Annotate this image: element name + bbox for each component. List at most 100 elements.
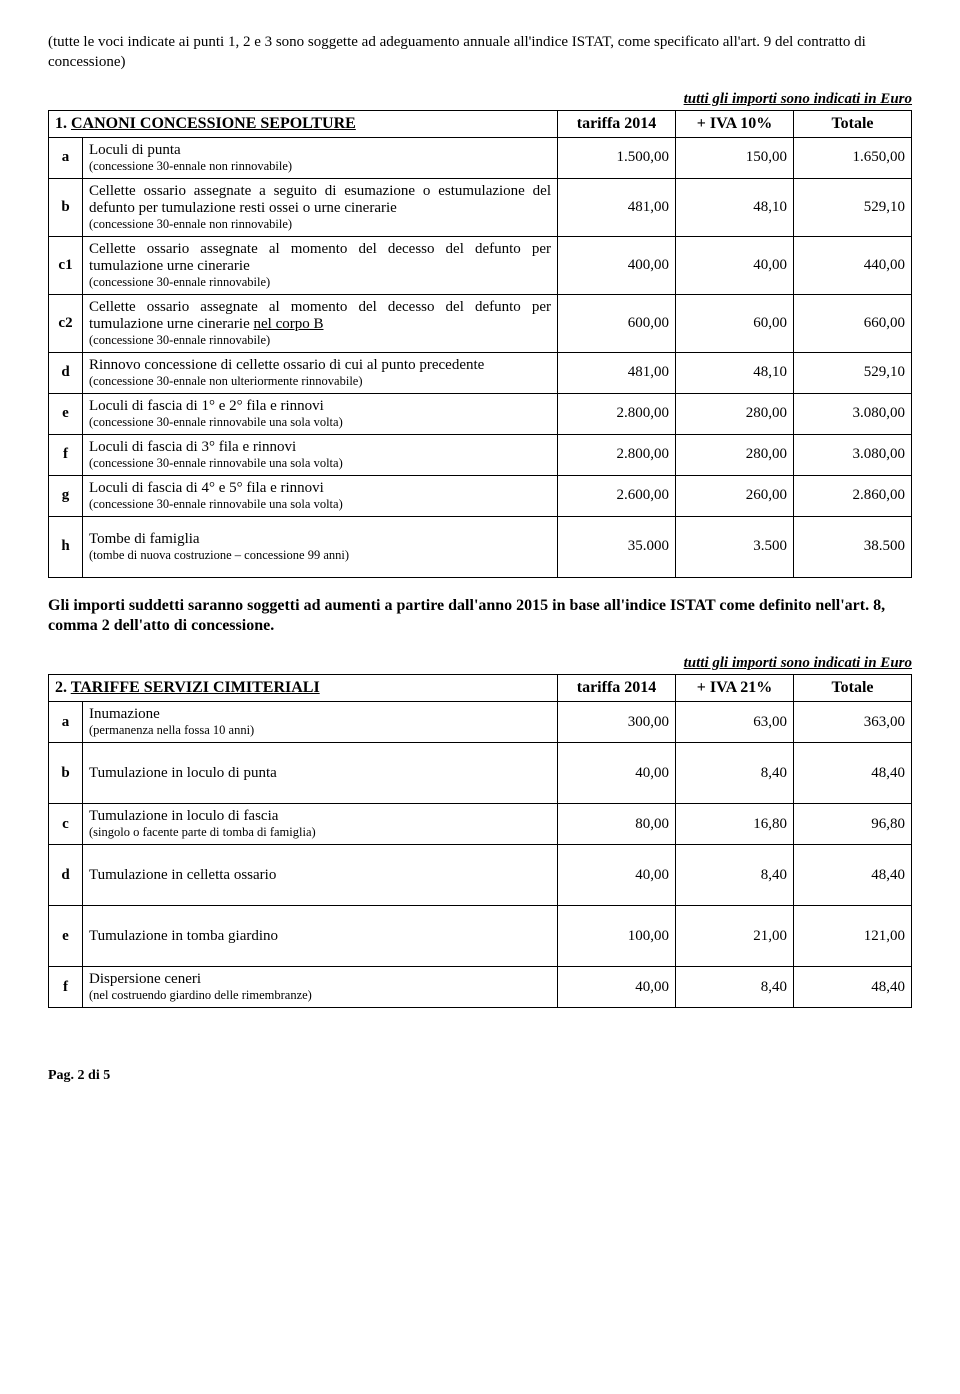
cell-value: 260,00 <box>676 475 794 516</box>
cell-value: 150,00 <box>676 137 794 178</box>
row-description: Cellette ossario assegnate al momento de… <box>83 236 558 294</box>
table-row: bCellette ossario assegnate a seguito di… <box>49 178 912 236</box>
cell-value: 481,00 <box>558 178 676 236</box>
table-row: fDispersione ceneri(nel costruendo giard… <box>49 967 912 1008</box>
row-letter: g <box>49 475 83 516</box>
table-row: eTumulazione in tomba giardino100,0021,0… <box>49 906 912 967</box>
row-description: Rinnovo concessione di cellette ossario … <box>83 352 558 393</box>
col-header: Totale <box>794 110 912 137</box>
col-header: tariffa 2014 <box>558 675 676 702</box>
row-letter: a <box>49 137 83 178</box>
row-description: Tombe di famiglia(tombe di nuova costruz… <box>83 516 558 577</box>
cell-value: 63,00 <box>676 702 794 743</box>
cell-value: 100,00 <box>558 906 676 967</box>
table-row: aLoculi di punta(concessione 30-ennale n… <box>49 137 912 178</box>
row-description: Cellette ossario assegnate al momento de… <box>83 294 558 352</box>
table-row: bTumulazione in loculo di punta40,008,40… <box>49 743 912 804</box>
col-header: Totale <box>794 675 912 702</box>
euro-note-2: tutti gli importi sono indicati in Euro <box>48 655 912 672</box>
table-row: c2Cellette ossario assegnate al momento … <box>49 294 912 352</box>
cell-value: 40,00 <box>558 967 676 1008</box>
table-row: hTombe di famiglia(tombe di nuova costru… <box>49 516 912 577</box>
row-description: Inumazione(permanenza nella fossa 10 ann… <box>83 702 558 743</box>
cell-value: 8,40 <box>676 967 794 1008</box>
cell-value: 40,00 <box>558 743 676 804</box>
table-tariffe: 2. TARIFFE SERVIZI CIMITERIALItariffa 20… <box>48 674 912 1008</box>
row-description: Tumulazione in celletta ossario <box>83 845 558 906</box>
table-header-row: 1. CANONI CONCESSIONE SEPOLTUREtariffa 2… <box>49 110 912 137</box>
cell-value: 660,00 <box>794 294 912 352</box>
cell-value: 2.600,00 <box>558 475 676 516</box>
table-row: aInumazione(permanenza nella fossa 10 an… <box>49 702 912 743</box>
cell-value: 8,40 <box>676 845 794 906</box>
row-description: Loculi di fascia di 4° e 5° fila e rinno… <box>83 475 558 516</box>
row-description: Tumulazione in loculo di punta <box>83 743 558 804</box>
table-row: dRinnovo concessione di cellette ossario… <box>49 352 912 393</box>
cell-value: 1.500,00 <box>558 137 676 178</box>
cell-value: 35.000 <box>558 516 676 577</box>
cell-value: 121,00 <box>794 906 912 967</box>
cell-value: 1.650,00 <box>794 137 912 178</box>
cell-value: 40,00 <box>676 236 794 294</box>
cell-value: 2.800,00 <box>558 434 676 475</box>
table-canoni: 1. CANONI CONCESSIONE SEPOLTUREtariffa 2… <box>48 110 912 578</box>
cell-value: 21,00 <box>676 906 794 967</box>
cell-value: 280,00 <box>676 434 794 475</box>
cell-value: 48,40 <box>794 967 912 1008</box>
row-description: Loculi di punta(concessione 30-ennale no… <box>83 137 558 178</box>
cell-value: 3.080,00 <box>794 393 912 434</box>
table-row: cTumulazione in loculo di fascia(singolo… <box>49 804 912 845</box>
cell-value: 38.500 <box>794 516 912 577</box>
row-description: Loculi di fascia di 3° fila e rinnovi(co… <box>83 434 558 475</box>
footnote-1: Gli importi suddetti saranno soggetti ad… <box>48 596 912 638</box>
cell-value: 2.800,00 <box>558 393 676 434</box>
row-letter: d <box>49 845 83 906</box>
row-description: Loculi di fascia di 1° e 2° fila e rinno… <box>83 393 558 434</box>
table-row: fLoculi di fascia di 3° fila e rinnovi(c… <box>49 434 912 475</box>
table-row: gLoculi di fascia di 4° e 5° fila e rinn… <box>49 475 912 516</box>
cell-value: 3.500 <box>676 516 794 577</box>
cell-value: 400,00 <box>558 236 676 294</box>
row-description: Tumulazione in loculo di fascia(singolo … <box>83 804 558 845</box>
row-letter: f <box>49 967 83 1008</box>
cell-value: 529,10 <box>794 352 912 393</box>
row-letter: a <box>49 702 83 743</box>
row-letter: c <box>49 804 83 845</box>
row-letter: b <box>49 178 83 236</box>
cell-value: 48,10 <box>676 352 794 393</box>
row-letter: b <box>49 743 83 804</box>
page-number: Pag. 2 di 5 <box>48 1068 912 1084</box>
row-letter: f <box>49 434 83 475</box>
cell-value: 440,00 <box>794 236 912 294</box>
cell-value: 96,80 <box>794 804 912 845</box>
cell-value: 80,00 <box>558 804 676 845</box>
table-row: eLoculi di fascia di 1° e 2° fila e rinn… <box>49 393 912 434</box>
row-letter: h <box>49 516 83 577</box>
cell-value: 48,10 <box>676 178 794 236</box>
cell-value: 48,40 <box>794 743 912 804</box>
row-description: Cellette ossario assegnate a seguito di … <box>83 178 558 236</box>
section-title: 1. CANONI CONCESSIONE SEPOLTURE <box>49 110 558 137</box>
table-row: c1Cellette ossario assegnate al momento … <box>49 236 912 294</box>
row-letter: e <box>49 906 83 967</box>
table-row: dTumulazione in celletta ossario40,008,4… <box>49 845 912 906</box>
cell-value: 600,00 <box>558 294 676 352</box>
row-letter: d <box>49 352 83 393</box>
col-header: tariffa 2014 <box>558 110 676 137</box>
table-header-row: 2. TARIFFE SERVIZI CIMITERIALItariffa 20… <box>49 675 912 702</box>
section-title: 2. TARIFFE SERVIZI CIMITERIALI <box>49 675 558 702</box>
cell-value: 280,00 <box>676 393 794 434</box>
intro-text: (tutte le voci indicate ai punti 1, 2 e … <box>48 32 912 73</box>
row-letter: c2 <box>49 294 83 352</box>
row-letter: c1 <box>49 236 83 294</box>
cell-value: 40,00 <box>558 845 676 906</box>
cell-value: 8,40 <box>676 743 794 804</box>
col-header: + IVA 21% <box>676 675 794 702</box>
euro-note-1: tutti gli importi sono indicati in Euro <box>48 91 912 108</box>
row-description: Tumulazione in tomba giardino <box>83 906 558 967</box>
row-letter: e <box>49 393 83 434</box>
cell-value: 3.080,00 <box>794 434 912 475</box>
cell-value: 529,10 <box>794 178 912 236</box>
cell-value: 48,40 <box>794 845 912 906</box>
col-header: + IVA 10% <box>676 110 794 137</box>
